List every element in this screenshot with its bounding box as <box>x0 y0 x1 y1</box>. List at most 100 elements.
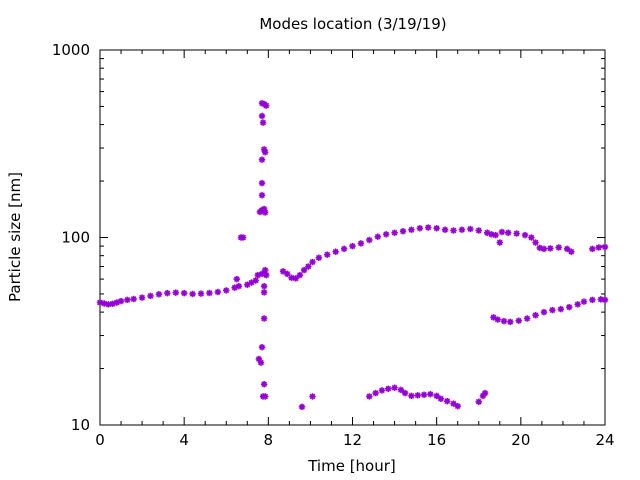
data-point <box>385 385 392 392</box>
data-point <box>557 305 565 313</box>
data-point <box>532 239 539 246</box>
data-point <box>292 275 299 282</box>
data-point <box>259 119 267 126</box>
data-point <box>263 271 270 279</box>
data-point <box>233 275 240 283</box>
data-point <box>589 296 596 304</box>
data-point <box>263 102 270 109</box>
data-point <box>521 231 529 239</box>
y-tick-label: 10 <box>71 416 90 434</box>
data-point <box>563 245 571 253</box>
data-point <box>498 228 506 236</box>
data-point <box>258 343 266 351</box>
data-point <box>378 387 386 394</box>
data-point <box>332 248 339 255</box>
data-point <box>397 386 405 394</box>
data-point <box>197 290 205 297</box>
data-point <box>515 317 522 324</box>
data-point <box>296 271 304 279</box>
data-point <box>433 392 440 400</box>
x-tick-label: 16 <box>427 431 446 449</box>
data-point <box>340 245 348 253</box>
data-point <box>309 393 316 400</box>
data-point <box>260 315 268 322</box>
data-point <box>408 226 415 233</box>
data-point <box>414 392 421 399</box>
data-point <box>420 391 428 398</box>
data-point <box>258 112 266 120</box>
data-point <box>261 393 269 400</box>
data-point <box>450 400 457 407</box>
data-point <box>124 296 131 304</box>
x-axis: 0 4 8 12 16 20 24 <box>95 50 615 449</box>
data-point <box>324 251 331 258</box>
y-tick-label: 100 <box>61 229 90 247</box>
data-point <box>300 266 308 274</box>
x-tick-label: 24 <box>595 431 614 449</box>
data-point <box>540 245 548 253</box>
data-point <box>532 312 539 319</box>
data-point <box>180 289 188 297</box>
data-point <box>366 393 373 400</box>
data-point <box>595 244 602 251</box>
data-point <box>507 318 514 326</box>
data-point <box>189 290 196 298</box>
data-point <box>261 209 269 216</box>
data-point <box>601 296 609 304</box>
data-point <box>523 315 531 322</box>
data-point <box>441 226 449 233</box>
data-points <box>96 100 609 411</box>
data-point <box>500 317 508 325</box>
x-tick-label: 20 <box>511 431 530 449</box>
y-axis-label: Particle size [nm] <box>6 172 24 302</box>
data-point <box>450 227 457 234</box>
x-tick-label: 12 <box>343 431 362 449</box>
data-point <box>416 225 424 232</box>
data-point <box>580 298 588 305</box>
data-point <box>258 192 266 199</box>
data-point <box>349 242 356 250</box>
data-point <box>261 266 269 274</box>
data-point <box>425 224 432 231</box>
data-point <box>130 295 137 303</box>
x-tick-label: 8 <box>264 431 274 449</box>
data-point <box>458 226 466 233</box>
data-point <box>147 292 154 300</box>
chart-title: Modes location (3/19/19) <box>259 15 446 33</box>
data-point <box>374 233 381 240</box>
data-point <box>372 389 379 397</box>
data-point <box>391 384 398 391</box>
data-point <box>549 306 556 314</box>
data-point <box>223 287 230 294</box>
data-point <box>284 270 291 278</box>
data-point <box>138 294 146 301</box>
data-point <box>481 389 489 397</box>
data-point <box>496 239 503 246</box>
data-point <box>315 254 323 261</box>
data-point <box>555 244 562 251</box>
x-tick-label: 4 <box>179 431 189 449</box>
data-point <box>437 395 445 402</box>
data-point <box>399 228 407 235</box>
data-point <box>528 234 535 241</box>
data-point <box>513 230 520 237</box>
data-point <box>258 179 266 187</box>
data-point <box>589 245 596 253</box>
data-point <box>601 243 609 251</box>
data-point <box>357 240 365 247</box>
data-point <box>214 288 222 296</box>
data-point <box>309 258 316 266</box>
data-point <box>408 392 415 400</box>
data-point <box>574 301 581 308</box>
data-point <box>467 225 474 233</box>
data-point <box>366 236 373 244</box>
data-point <box>475 398 482 405</box>
data-point <box>433 225 440 232</box>
data-point <box>260 381 268 388</box>
minor-ticks <box>100 50 605 425</box>
data-point <box>298 403 306 411</box>
x-tick-label: 0 <box>95 431 105 449</box>
data-point <box>454 402 461 410</box>
data-point <box>172 289 179 296</box>
